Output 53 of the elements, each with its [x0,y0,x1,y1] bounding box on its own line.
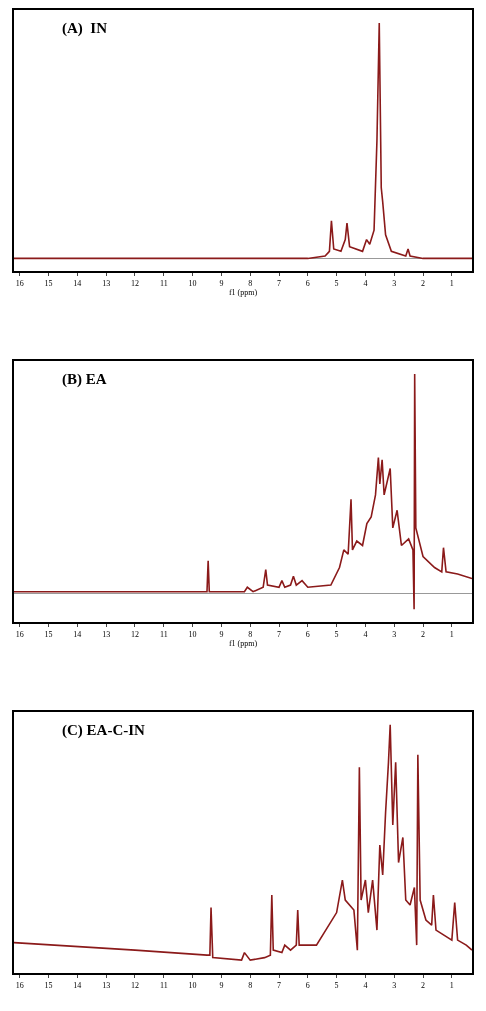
chart-title: (A) IN [62,20,108,37]
x-tick-label: 3 [392,980,397,990]
x-tick-label: 8 [248,980,253,990]
chart-title: (B) EA [62,371,107,388]
x-tick-label: 10 [188,980,197,990]
x-tick-label: 6 [305,279,310,289]
x-tick-label: 1 [449,980,454,990]
x-axis-title: f1 (ppm) [228,288,258,298]
x-tick-label: 2 [421,629,426,639]
x-tick-label: 12 [130,279,139,289]
x-tick-label: 7 [277,980,282,990]
x-tick-label: 15 [44,279,53,289]
x-tick-label: 15 [44,629,53,639]
x-tick-label: 16 [15,629,24,639]
x-tick-label: 14 [73,980,82,990]
x-tick-label: 13 [102,279,111,289]
x-tick-label: 8 [248,629,253,639]
x-tick-label: 1 [449,629,454,639]
x-tick-label: 10 [188,279,197,289]
x-tick-label: 7 [277,279,282,289]
x-tick-label: 9 [219,279,224,289]
x-tick-label: 16 [15,980,24,990]
x-tick-label: 9 [219,629,224,639]
x-tick-label: 15 [44,980,53,990]
x-tick-label: 4 [363,629,368,639]
x-tick-label: 11 [159,980,168,990]
x-tick-label: 10 [188,629,197,639]
x-tick-label: 14 [73,279,82,289]
x-tick-label: 2 [421,980,426,990]
x-tick-label: 3 [392,279,397,289]
x-tick-label: 8 [248,279,253,289]
x-tick-label: 11 [159,279,168,289]
x-tick-label: 13 [102,980,111,990]
x-tick-label: 4 [363,279,368,289]
x-tick-label: 11 [159,629,168,639]
x-tick-label: 5 [334,980,339,990]
x-tick-label: 5 [334,629,339,639]
x-tick-label: 5 [334,279,339,289]
x-tick-label: 6 [305,980,310,990]
x-axis-title: f1 (ppm) [228,638,258,648]
x-tick-label: 3 [392,629,397,639]
chart-title: (C) EA-C-IN [62,722,146,739]
x-tick-label: 1 [449,279,454,289]
x-tick-label: 2 [421,279,426,289]
x-tick-label: 12 [130,980,139,990]
x-tick-label: 12 [130,629,139,639]
x-tick-label: 13 [102,629,111,639]
x-tick-label: 9 [219,980,224,990]
x-tick-label: 14 [73,629,82,639]
x-tick-label: 6 [305,629,310,639]
x-tick-label: 4 [363,980,368,990]
x-tick-label: 7 [277,629,282,639]
x-tick-label: 16 [15,279,24,289]
